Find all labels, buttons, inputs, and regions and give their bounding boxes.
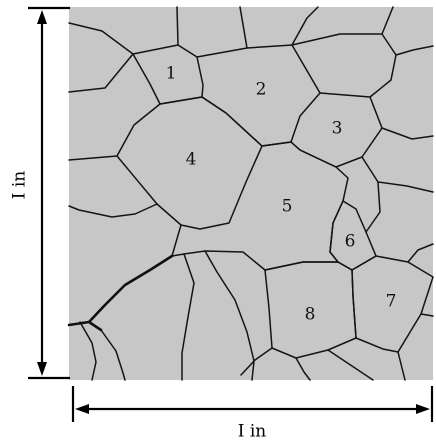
arrow-right-icon — [416, 404, 430, 414]
vertical-dimension: I in — [10, 6, 70, 380]
grain-label-4: 4 — [186, 150, 197, 170]
grain-boundary-4 — [116, 96, 263, 230]
grain-label-3: 3 — [332, 119, 343, 139]
grain-label-2: 2 — [256, 80, 267, 100]
arrow-down-icon — [37, 362, 47, 376]
arrow-up-icon — [37, 10, 47, 24]
vertical-dimension-label: I in — [10, 171, 30, 200]
grain-label-6: 6 — [345, 232, 356, 252]
horizontal-dimension: I in — [71, 386, 434, 442]
grain-labels: 1 2 3 4 5 6 7 8 — [166, 64, 397, 325]
grain-boundaries — [67, 6, 434, 381]
grain-label-1: 1 — [166, 64, 177, 84]
grain-boundary-1 — [132, 44, 204, 105]
grain-label-5: 5 — [282, 197, 293, 217]
grain-label-7: 7 — [386, 292, 397, 312]
arrow-left-icon — [75, 404, 89, 414]
micrograph-panel — [69, 7, 433, 380]
grain-label-8: 8 — [305, 305, 316, 325]
grain-boundary-8 — [264, 261, 357, 359]
horizontal-dimension-label: I in — [238, 422, 267, 442]
